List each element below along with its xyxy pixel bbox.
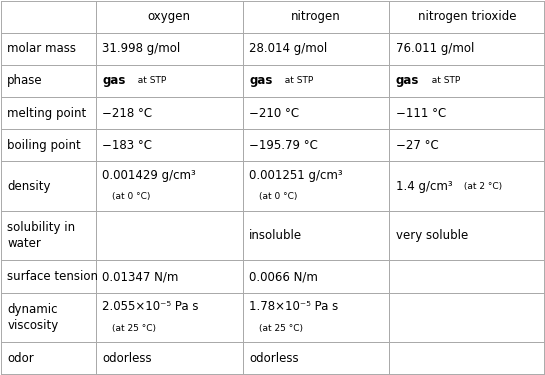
Text: 1.4 g/cm³: 1.4 g/cm³ xyxy=(396,180,452,193)
Text: −218 °C: −218 °C xyxy=(102,106,153,120)
Text: density: density xyxy=(7,180,51,193)
Text: (at 0 °C): (at 0 °C) xyxy=(112,192,150,201)
Text: 0.01347 N/m: 0.01347 N/m xyxy=(102,270,179,283)
Text: at STP: at STP xyxy=(279,76,313,86)
Text: 0.001251 g/cm³: 0.001251 g/cm³ xyxy=(249,169,343,182)
Text: nitrogen trioxide: nitrogen trioxide xyxy=(417,10,516,23)
Text: (at 2 °C): (at 2 °C) xyxy=(461,182,502,190)
Text: −210 °C: −210 °C xyxy=(249,106,299,120)
Text: gas: gas xyxy=(249,75,272,87)
Text: (at 0 °C): (at 0 °C) xyxy=(259,192,297,201)
Text: 2.055×10⁻⁵ Pa s: 2.055×10⁻⁵ Pa s xyxy=(102,300,199,313)
Text: at STP: at STP xyxy=(132,76,167,86)
Text: solubility in
water: solubility in water xyxy=(7,221,75,250)
Text: −195.79 °C: −195.79 °C xyxy=(249,139,318,152)
Text: 1.78×10⁻⁵ Pa s: 1.78×10⁻⁵ Pa s xyxy=(249,300,338,313)
Text: (at 25 °C): (at 25 °C) xyxy=(259,324,303,333)
Text: insoluble: insoluble xyxy=(249,229,302,242)
Text: −111 °C: −111 °C xyxy=(396,106,446,120)
Text: gas: gas xyxy=(102,75,126,87)
Text: (at 25 °C): (at 25 °C) xyxy=(112,324,156,333)
Text: odor: odor xyxy=(7,352,34,365)
Text: odorless: odorless xyxy=(249,352,299,365)
Text: dynamic
viscosity: dynamic viscosity xyxy=(7,303,58,332)
Text: odorless: odorless xyxy=(102,352,152,365)
Text: at STP: at STP xyxy=(426,76,460,86)
Text: oxygen: oxygen xyxy=(148,10,191,23)
Text: −183 °C: −183 °C xyxy=(102,139,153,152)
Text: −27 °C: −27 °C xyxy=(396,139,439,152)
Text: surface tension: surface tension xyxy=(7,270,98,283)
Text: nitrogen: nitrogen xyxy=(291,10,341,23)
Text: 0.001429 g/cm³: 0.001429 g/cm³ xyxy=(102,169,196,182)
Text: 31.998 g/mol: 31.998 g/mol xyxy=(102,42,180,56)
Text: 28.014 g/mol: 28.014 g/mol xyxy=(249,42,328,56)
Text: gas: gas xyxy=(396,75,419,87)
Text: very soluble: very soluble xyxy=(396,229,468,242)
Text: 76.011 g/mol: 76.011 g/mol xyxy=(396,42,474,56)
Text: phase: phase xyxy=(7,75,43,87)
Text: melting point: melting point xyxy=(7,106,87,120)
Text: boiling point: boiling point xyxy=(7,139,81,152)
Text: molar mass: molar mass xyxy=(7,42,76,56)
Text: 0.0066 N/m: 0.0066 N/m xyxy=(249,270,318,283)
